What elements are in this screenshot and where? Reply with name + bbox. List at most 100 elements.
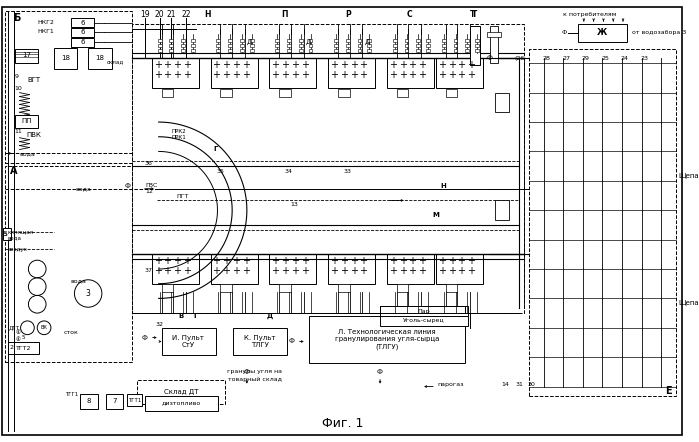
Text: +: +: [467, 60, 475, 70]
Bar: [466, 39, 469, 42]
Bar: [475, 49, 479, 52]
Bar: [181, 44, 185, 46]
Text: 30: 30: [528, 382, 536, 387]
Text: +: +: [271, 60, 280, 70]
Text: 20: 20: [155, 10, 164, 19]
Text: +: +: [212, 256, 220, 266]
Text: +: +: [222, 70, 230, 80]
Bar: [442, 44, 446, 46]
Bar: [346, 49, 350, 52]
Text: +: +: [359, 60, 368, 70]
Text: +: +: [222, 256, 230, 266]
Text: +: +: [408, 70, 417, 80]
Text: +: +: [281, 266, 289, 276]
Text: дизтопливо: дизтопливо: [161, 401, 201, 406]
Bar: [380, 316, 468, 326]
Text: 18: 18: [96, 55, 104, 61]
Text: Т: Т: [471, 10, 477, 19]
Text: +: +: [232, 266, 240, 276]
Bar: [152, 58, 199, 88]
Text: ВГТ: ВГТ: [28, 77, 41, 83]
Text: +: +: [340, 256, 348, 266]
Text: +: +: [242, 70, 250, 80]
Bar: [158, 49, 161, 52]
Text: +: +: [350, 266, 358, 276]
Bar: [169, 39, 173, 42]
Bar: [393, 49, 397, 52]
Text: 18: 18: [61, 55, 70, 61]
Text: К. Пульт
ТЛГУ: К. Пульт ТЛГУ: [244, 335, 275, 348]
Text: 22: 22: [181, 10, 191, 19]
Text: +: +: [457, 60, 466, 70]
Text: Ф: Ф: [487, 55, 493, 61]
Bar: [158, 44, 161, 46]
Text: +: +: [398, 60, 407, 70]
Bar: [490, 26, 498, 63]
Text: +: +: [164, 60, 171, 70]
Text: М: М: [433, 212, 440, 218]
Text: НКГ2: НКГ2: [37, 19, 54, 25]
Text: +: +: [271, 266, 280, 276]
Bar: [397, 284, 408, 292]
Text: НКГ1: НКГ1: [37, 30, 54, 34]
Bar: [387, 254, 434, 284]
Bar: [328, 58, 375, 88]
Bar: [426, 49, 430, 52]
Text: +: +: [350, 256, 358, 266]
Text: +: +: [389, 266, 397, 276]
Bar: [346, 44, 350, 46]
Bar: [169, 44, 173, 46]
Text: ④: ④: [15, 337, 20, 342]
Bar: [529, 49, 676, 396]
Text: +: +: [173, 60, 181, 70]
Text: вода: вода: [75, 186, 91, 191]
Text: +: +: [340, 70, 348, 80]
Text: парогаз: парогаз: [438, 382, 464, 387]
Bar: [191, 44, 195, 46]
Text: +: +: [173, 266, 181, 276]
Text: ВК: ВК: [41, 325, 48, 330]
Bar: [71, 28, 94, 37]
Bar: [106, 394, 124, 409]
Text: +: +: [457, 266, 466, 276]
Text: Ф: Ф: [289, 339, 295, 344]
Bar: [436, 58, 483, 88]
Bar: [250, 39, 254, 42]
Text: 19: 19: [140, 10, 150, 19]
Text: ПРК2: ПРК2: [171, 130, 186, 134]
Text: Г: Г: [213, 146, 217, 152]
Bar: [426, 39, 430, 42]
Bar: [279, 89, 291, 97]
Bar: [475, 44, 479, 46]
Text: Б: Б: [13, 13, 20, 23]
Bar: [217, 44, 220, 46]
Text: 17: 17: [22, 53, 31, 58]
Text: Н: Н: [440, 183, 446, 189]
Bar: [298, 49, 303, 52]
Text: +: +: [447, 60, 456, 70]
Text: +: +: [291, 256, 299, 266]
Text: +: +: [232, 60, 240, 70]
Text: +: +: [232, 70, 240, 80]
Text: 10: 10: [15, 86, 22, 91]
Text: +: +: [301, 70, 309, 80]
Bar: [393, 44, 397, 46]
Bar: [417, 39, 420, 42]
Text: склад: склад: [107, 59, 124, 64]
Bar: [54, 48, 78, 69]
Bar: [229, 44, 232, 46]
Bar: [71, 18, 94, 27]
Bar: [161, 89, 173, 97]
Bar: [380, 306, 468, 316]
Bar: [368, 39, 371, 42]
Bar: [308, 49, 312, 52]
Text: Ф: Ф: [561, 30, 567, 35]
Text: +: +: [408, 60, 417, 70]
Text: 33: 33: [344, 168, 352, 174]
Bar: [405, 39, 408, 42]
Bar: [446, 284, 457, 292]
Text: Склад ДТ: Склад ДТ: [164, 389, 199, 395]
Text: 36: 36: [145, 161, 153, 166]
Text: 6: 6: [80, 39, 85, 45]
Text: И. Пульт
СтУ: И. Пульт СтУ: [172, 335, 204, 348]
